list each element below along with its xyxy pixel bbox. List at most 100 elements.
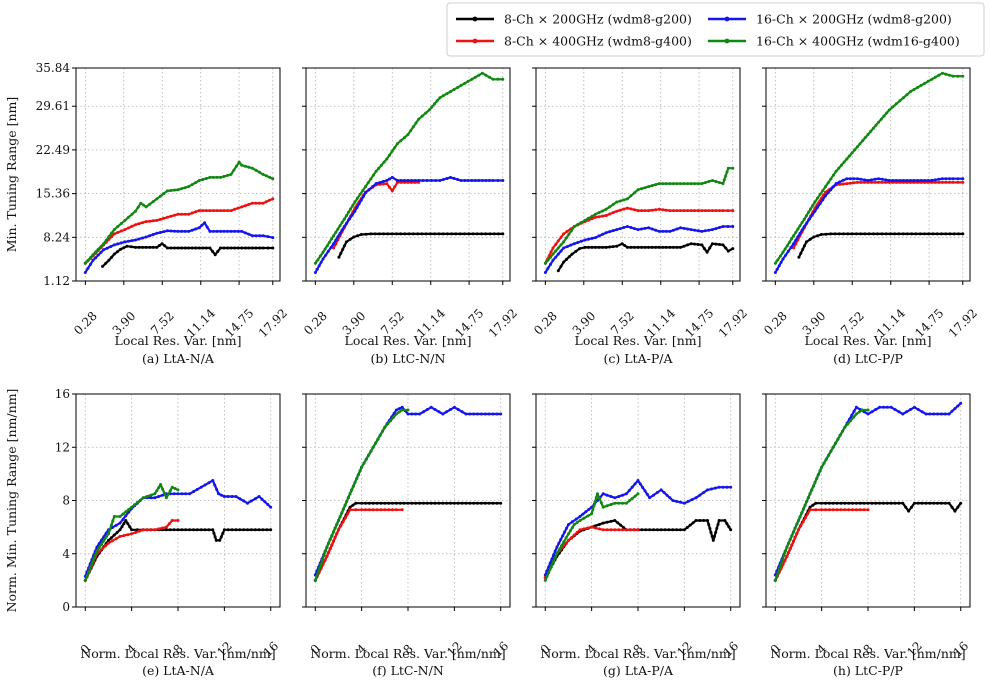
data-point [383, 501, 387, 505]
data-point [141, 236, 145, 240]
data-point [327, 240, 331, 244]
data-point [795, 522, 799, 526]
data-point [835, 508, 839, 512]
data-point [491, 412, 495, 416]
data-point [636, 209, 640, 213]
data-point [165, 229, 169, 233]
data-point [850, 151, 854, 155]
data-point [595, 492, 599, 496]
data-point [621, 493, 624, 497]
data-point [222, 174, 226, 178]
data-point [119, 222, 123, 225]
data-point [348, 508, 352, 512]
data-point [694, 519, 698, 522]
data-point [364, 185, 367, 189]
data-point [586, 526, 590, 530]
data-point [643, 209, 647, 213]
gridlines [76, 67, 280, 282]
plot-area [543, 166, 735, 274]
data-point [211, 209, 215, 213]
data-point [667, 528, 671, 532]
data-point [686, 209, 690, 213]
data-point [811, 484, 815, 488]
data-point [126, 239, 130, 243]
x-tick-label: 17.92 [946, 306, 980, 340]
data-point [422, 501, 425, 505]
data-point [316, 570, 320, 574]
data-point [219, 246, 222, 250]
data-point [943, 501, 947, 505]
data-point [126, 226, 130, 230]
data-point [261, 528, 265, 532]
data-point [232, 168, 236, 172]
data-point [572, 225, 576, 228]
data-point [104, 238, 108, 242]
data-point [597, 245, 601, 249]
data-point [944, 72, 948, 76]
data-point [211, 479, 215, 482]
data-point [215, 229, 219, 233]
data-point [956, 505, 960, 509]
data-point [608, 205, 612, 209]
data-point [388, 177, 391, 181]
data-point [208, 175, 212, 179]
data-point [592, 504, 596, 508]
series [797, 232, 965, 259]
data-point [184, 528, 188, 532]
data-point [394, 501, 398, 505]
data-point [402, 501, 406, 505]
plot-area [773, 71, 965, 274]
data-point [629, 207, 633, 211]
data-point [686, 182, 690, 186]
data-point [939, 412, 943, 416]
data-point [829, 449, 833, 453]
data-point [180, 229, 183, 233]
data-point [194, 246, 198, 250]
data-point [655, 491, 659, 494]
data-point [559, 235, 563, 239]
data-point [808, 508, 812, 512]
data-point [93, 553, 97, 557]
data-point [98, 549, 102, 553]
data-point [250, 234, 254, 238]
data-point [686, 243, 690, 247]
data-point [211, 528, 215, 532]
data-point [710, 242, 714, 246]
data-point [576, 241, 580, 244]
data-point [682, 244, 686, 248]
data-point [804, 214, 808, 218]
data-point [348, 217, 352, 221]
data-point [824, 501, 827, 505]
data-point [172, 528, 176, 532]
data-point [944, 180, 948, 184]
data-point [149, 528, 153, 532]
data-point [128, 525, 132, 529]
data-point [930, 179, 934, 182]
data-point [247, 165, 251, 169]
data-point [834, 441, 837, 445]
data-point [729, 485, 733, 489]
data-point [395, 142, 399, 146]
data-point [359, 198, 363, 202]
data-point [555, 545, 559, 549]
data-point [861, 139, 865, 143]
data-point [456, 408, 460, 411]
data-point [319, 260, 323, 264]
subplot-caption: (a) LtA-N/A [142, 351, 215, 366]
series [313, 408, 410, 582]
data-point [323, 247, 327, 251]
data-point [328, 547, 332, 551]
subplot-caption: (f) LtC-N/N [372, 663, 444, 678]
data-point [866, 412, 870, 416]
data-point [348, 505, 352, 509]
data-point [630, 497, 634, 500]
data-point [445, 177, 449, 180]
data-point [858, 501, 862, 505]
data-point [866, 408, 870, 412]
data-point [123, 240, 127, 244]
plot-area [83, 479, 273, 582]
data-point [643, 489, 647, 493]
data-point [950, 409, 954, 413]
data-point [810, 213, 814, 217]
